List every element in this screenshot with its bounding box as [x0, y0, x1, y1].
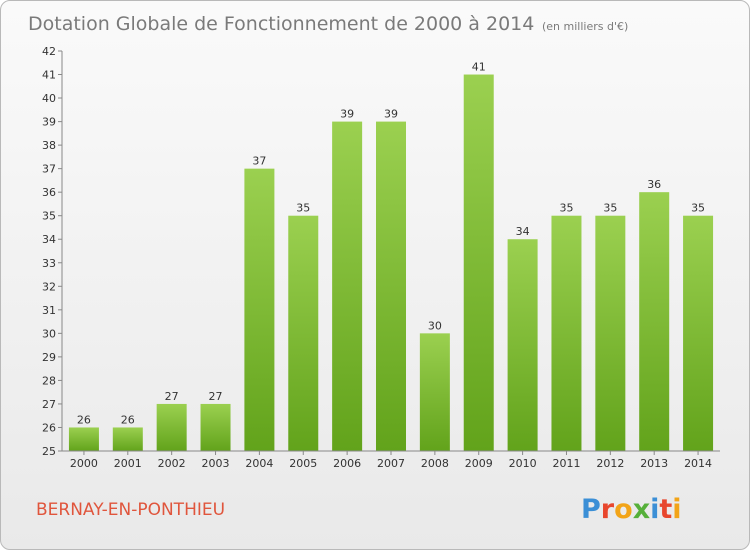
data-label: 35	[691, 202, 705, 215]
bar	[288, 215, 319, 451]
y-tick-label: 27	[42, 398, 56, 411]
data-label: 26	[77, 413, 91, 426]
y-tick-label: 39	[42, 116, 56, 129]
y-tick-label: 42	[42, 45, 56, 58]
x-tick-label: 2000	[70, 457, 98, 470]
x-tick-label: 2012	[596, 457, 624, 470]
y-axis: 25 26 27 28 29 30 31 32 33 34 35 36 37 38 39 40 41 42	[42, 45, 63, 458]
bar	[683, 215, 714, 451]
bar	[156, 403, 187, 451]
bar	[507, 239, 538, 451]
y-tick-label: 29	[42, 351, 56, 364]
logo-letter: r	[601, 494, 615, 525]
y-tick-label: 26	[42, 421, 56, 434]
bar	[200, 403, 231, 451]
x-axis: 2000 2001 2002 2003 2004 2005 2006 2007 2008 2009…	[62, 450, 720, 470]
y-tick-label: 38	[42, 139, 56, 152]
y-tick-label: 25	[42, 445, 56, 458]
commune-name: BERNAY-EN-PONTHIEU	[36, 500, 225, 520]
data-label: 35	[559, 202, 573, 215]
bar	[376, 121, 406, 452]
y-tick-label: 41	[42, 69, 56, 82]
data-label: 26	[121, 413, 135, 426]
x-tick-label: 2005	[289, 457, 317, 470]
y-tick-label: 32	[42, 280, 56, 293]
data-label: 27	[165, 390, 179, 403]
bar	[551, 215, 582, 451]
logo-letter: i	[672, 494, 681, 525]
bars: 26 26 27 27 37 35 39 39 30 41 34 35 35 36 35	[68, 61, 714, 452]
y-tick-label: 36	[42, 186, 56, 199]
y-tick-label: 40	[42, 92, 56, 105]
bar	[68, 427, 99, 451]
y-tick-label: 37	[42, 163, 56, 176]
data-label: 37	[252, 155, 266, 168]
x-tick-label: 2013	[640, 457, 668, 470]
bar	[463, 74, 494, 451]
data-label: 41	[472, 61, 486, 74]
y-tick-label: 28	[42, 374, 56, 387]
data-label: 36	[647, 178, 661, 191]
bar	[639, 192, 670, 452]
x-tick-label: 2014	[684, 457, 712, 470]
x-tick-label: 2001	[114, 457, 142, 470]
y-tick-label: 31	[42, 304, 56, 317]
data-label: 27	[209, 390, 223, 403]
logo-letter: i	[650, 494, 659, 525]
proxiti-logo: Proxiti	[581, 494, 682, 525]
logo-letter: P	[581, 494, 601, 525]
x-tick-label: 2007	[377, 457, 405, 470]
x-tick-label: 2003	[202, 457, 230, 470]
logo-letter: t	[659, 494, 672, 525]
data-label: 39	[384, 108, 398, 121]
x-tick-label: 2008	[421, 457, 449, 470]
data-label: 35	[296, 202, 310, 215]
bar	[112, 427, 143, 451]
chart-subtitle: (en milliers d'€)	[542, 20, 628, 33]
x-tick-label: 2010	[509, 457, 537, 470]
x-tick-label: 2011	[552, 457, 580, 470]
bar	[332, 121, 363, 452]
data-label: 35	[603, 202, 617, 215]
y-tick-label: 30	[42, 327, 56, 340]
x-tick-label: 2009	[465, 457, 493, 470]
y-tick-label: 33	[42, 257, 56, 270]
bar	[244, 168, 275, 451]
x-tick-label: 2002	[158, 457, 186, 470]
data-label: 34	[516, 225, 530, 238]
y-tick-label: 34	[42, 233, 56, 246]
data-label: 30	[428, 319, 442, 332]
y-tick-label: 35	[42, 210, 56, 223]
bar	[419, 333, 450, 451]
logo-letter: x	[633, 494, 650, 525]
logo-letter: o	[614, 494, 633, 525]
x-tick-label: 2006	[333, 457, 361, 470]
chart-title: Dotation Globale de Fonctionnement de 20…	[28, 13, 534, 35]
data-label: 39	[340, 108, 354, 121]
x-tick-label: 2004	[245, 457, 273, 470]
bar	[595, 215, 626, 451]
